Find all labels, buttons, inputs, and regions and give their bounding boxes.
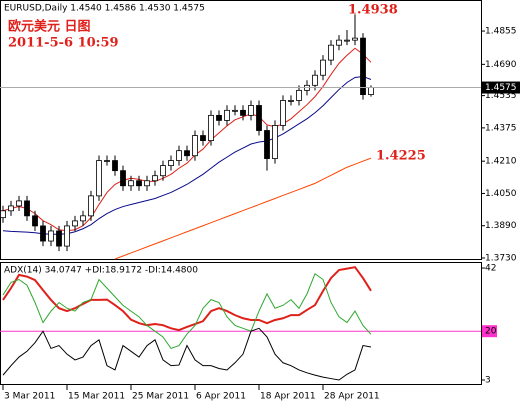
- x-tick-label: 6 Apr 2011: [196, 392, 246, 402]
- candle-body: [112, 160, 118, 172]
- candle-body: [336, 39, 342, 46]
- candle-body: [0, 210, 6, 219]
- y-tick-label: 3: [485, 376, 491, 386]
- candle-body: [296, 89, 302, 101]
- y-tick-label: 42: [485, 264, 496, 274]
- y-tick-label: 1.3730: [485, 253, 517, 263]
- candle-body: [344, 39, 350, 42]
- y-tick-label: 1.4050: [485, 189, 517, 199]
- candle-body: [176, 150, 182, 161]
- y-tick-label: 1.3890: [485, 221, 517, 231]
- adx-panel-frame: [0, 262, 482, 385]
- peak-label: 1.4938: [348, 3, 398, 18]
- candle-body: [152, 175, 158, 182]
- candle-body: [232, 109, 238, 112]
- chart-title: EURUSD,Daily 1.4540 1.4586 1.4530 1.4575: [4, 4, 205, 14]
- candle-body: [328, 44, 334, 61]
- candle-body: [192, 135, 198, 157]
- x-tick-label: 28 Apr 2011: [324, 392, 380, 402]
- candle-body: [8, 205, 14, 212]
- indicator-line: [2, 272, 372, 350]
- candle-body: [288, 100, 294, 102]
- annotation: 欧元美元 日图: [8, 19, 91, 35]
- candle-body: [256, 105, 262, 131]
- candle-body: [40, 225, 46, 242]
- candle-body: [96, 160, 102, 197]
- candle-body: [272, 125, 278, 159]
- candle-body: [368, 87, 374, 96]
- candle-body: [160, 165, 166, 177]
- candle-body: [168, 160, 174, 167]
- y-tick-label: 1.4375: [485, 123, 517, 133]
- y-tick-label: 1.4690: [485, 60, 517, 70]
- current-price-label: 1.4575: [485, 83, 517, 93]
- candle-body: [320, 59, 326, 76]
- candle-body: [24, 200, 30, 217]
- candle-body: [88, 195, 94, 217]
- x-tick-label: 18 Apr 2011: [260, 392, 316, 402]
- y-tick-label: 1.4535: [485, 91, 517, 101]
- candle-body: [224, 109, 230, 121]
- candle-body: [280, 100, 286, 126]
- x-tick-label: 25 Mar 2011: [132, 392, 189, 402]
- y-tick-label: 1.4210: [485, 157, 517, 167]
- main-panel-frame: [0, 0, 482, 260]
- candle-body: [64, 225, 70, 247]
- candle-body: [144, 180, 150, 187]
- indicator-line: [2, 327, 372, 381]
- candle-body: [216, 114, 222, 121]
- candle-body: [16, 200, 22, 207]
- candle-body: [360, 37, 366, 96]
- candle-body: [312, 74, 318, 86]
- candle-body: [56, 230, 62, 247]
- long-ma-label: 1.4225: [376, 149, 426, 164]
- candle-body: [264, 130, 270, 159]
- y-tick-label: 20: [485, 327, 497, 337]
- annotation: 2011-5-6 10:59: [8, 36, 119, 51]
- x-tick-label: 3 Mar 2011: [4, 392, 55, 402]
- candle-body: [128, 180, 134, 187]
- candle-body: [136, 180, 142, 187]
- y-tick-label: 1.4855: [485, 27, 517, 37]
- candle-body: [352, 37, 358, 41]
- indicator-line: [114, 157, 372, 260]
- candle-body: [104, 160, 110, 162]
- indicator-title: ADX(14) 34.0747 +DI:18.9172 -DI:14.4800: [4, 266, 198, 276]
- candle-body: [32, 215, 38, 227]
- indicator-line: [2, 266, 372, 332]
- candle-body: [120, 170, 126, 187]
- current-price-box: [482, 81, 520, 94]
- candle-body: [240, 109, 246, 116]
- candle-body: [248, 105, 254, 116]
- candle-body: [72, 220, 78, 227]
- candle-body: [184, 150, 190, 157]
- candle-body: [48, 230, 54, 242]
- candle-body: [200, 135, 206, 141]
- candle-body: [208, 114, 214, 141]
- level-box: [482, 325, 497, 338]
- x-tick-label: 15 Mar 2011: [68, 392, 125, 402]
- candle-body: [80, 215, 86, 222]
